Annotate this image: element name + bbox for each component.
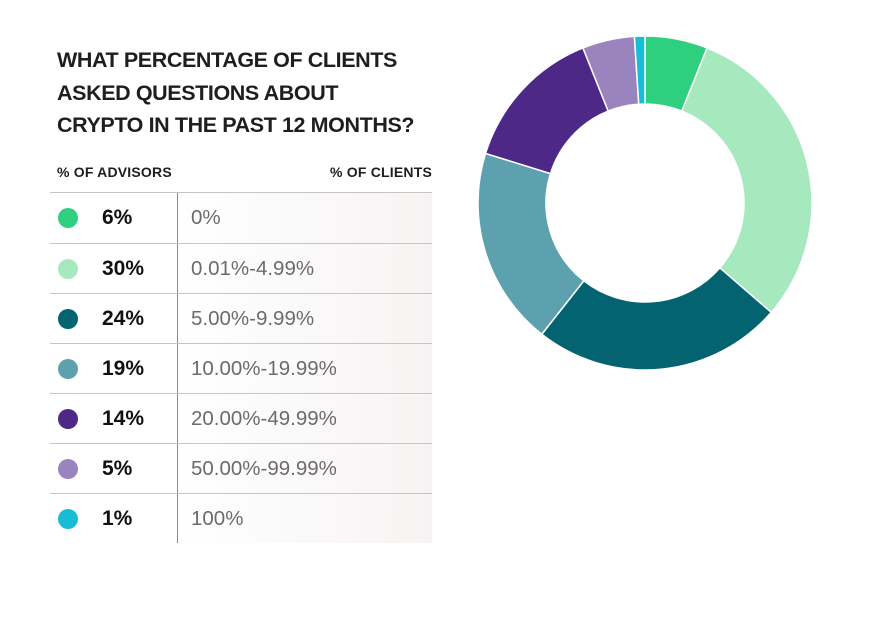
- chart-title-line-3: CRYPTO IN THE PAST 12 MONTHS?: [57, 113, 415, 137]
- chart-title-line-1: WHAT PERCENTAGE OF CLIENTS: [57, 48, 397, 72]
- legend-advisor-percent: 30%: [102, 257, 145, 280]
- legend-row: 19% 10.00%-19.99%: [50, 343, 432, 393]
- legend-advisor-percent: 1%: [102, 507, 133, 530]
- legend-advisor-percent: 19%: [102, 357, 145, 380]
- legend-client-range: 20.00%-49.99%: [191, 407, 337, 430]
- legend-range-cell: [177, 294, 432, 343]
- legend-row: 5% 50.00%-99.99%: [50, 443, 432, 493]
- legend-range-cell: [177, 444, 432, 493]
- donut-slice-1: [680, 46, 813, 314]
- legend-row: 6% 0%: [50, 192, 432, 243]
- legend-range-cell: [177, 494, 432, 543]
- legend-advisor-percent: 24%: [102, 307, 145, 330]
- legend-client-range: 0%: [191, 206, 221, 229]
- legend-swatch: [58, 359, 78, 379]
- legend-range-cell: [177, 394, 432, 443]
- legend-row: 14% 20.00%-49.99%: [50, 393, 432, 443]
- advisors-column-header: % OF ADVISORS: [57, 164, 172, 180]
- legend-row: 1% 100%: [50, 493, 432, 543]
- donut-slice-6: [633, 35, 646, 105]
- legend-advisor-percent: 14%: [102, 407, 145, 430]
- legend-swatch: [58, 509, 78, 529]
- legend-advisor-percent: 5%: [102, 457, 133, 480]
- legend-range-cell: [177, 193, 432, 243]
- legend-advisor-percent: 6%: [102, 206, 133, 229]
- legend-swatch: [58, 259, 78, 279]
- legend-range-cell: [177, 244, 432, 293]
- legend-client-range: 5.00%-9.99%: [191, 307, 315, 330]
- legend-row: 30% 0.01%-4.99%: [50, 243, 432, 293]
- legend-swatch: [58, 309, 78, 329]
- legend-swatch: [58, 208, 78, 228]
- donut-slice-2: [540, 266, 773, 371]
- legend-range-cell: [177, 344, 432, 393]
- legend-swatch: [58, 409, 78, 429]
- legend-client-range: 0.01%-4.99%: [191, 257, 315, 280]
- donut-chart: [477, 35, 813, 371]
- legend-client-range: 10.00%-19.99%: [191, 357, 337, 380]
- legend-swatch: [58, 459, 78, 479]
- chart-title: WHAT PERCENTAGE OF CLIENTS ASKED QUESTIO…: [57, 44, 437, 142]
- legend-table: 6% 0% 30% 0.01%-4.99% 24% 5.00%-9.99% 19% 10.00…: [50, 192, 432, 543]
- legend-client-range: 100%: [191, 507, 244, 530]
- clients-column-header: % OF CLIENTS: [330, 164, 432, 180]
- chart-title-line-2: ASKED QUESTIONS ABOUT: [57, 80, 339, 105]
- legend-row: 24% 5.00%-9.99%: [50, 293, 432, 343]
- legend-client-range: 50.00%-99.99%: [191, 457, 337, 480]
